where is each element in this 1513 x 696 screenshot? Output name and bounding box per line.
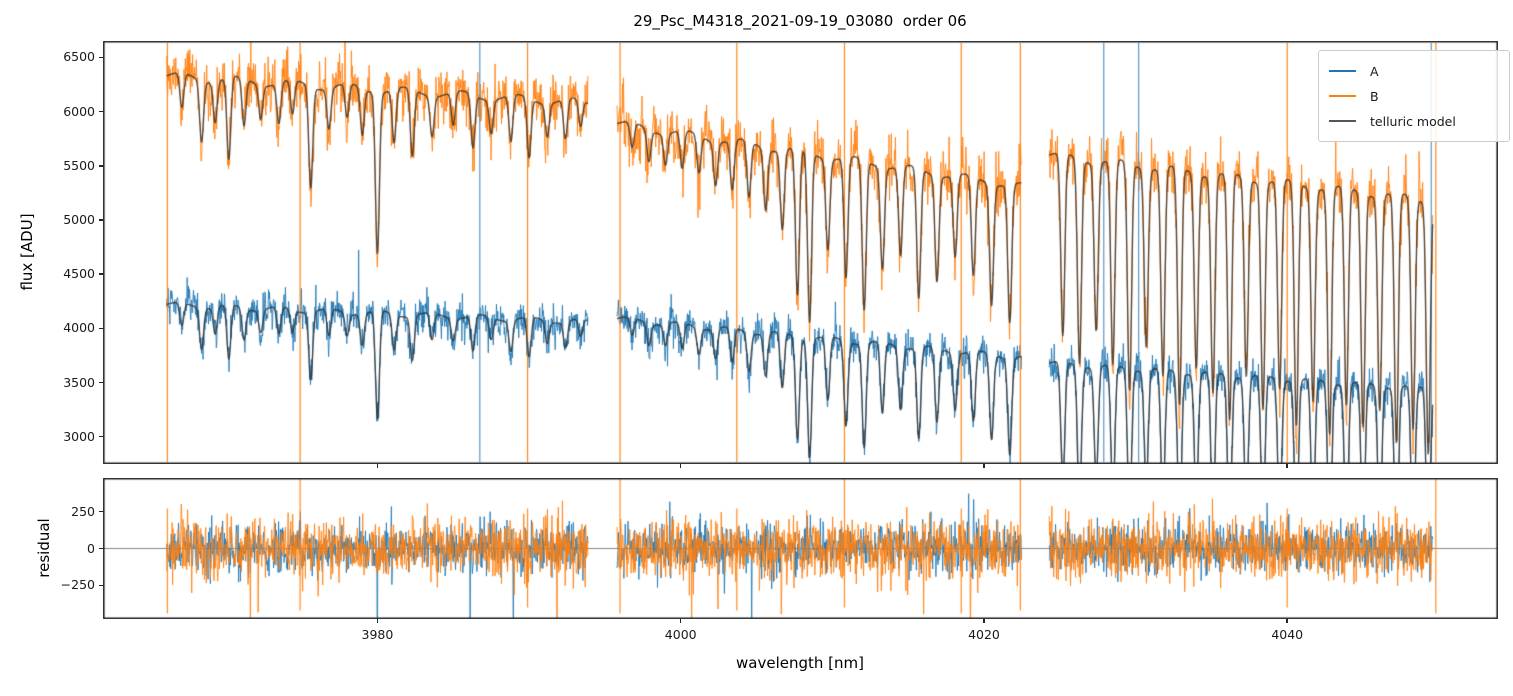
x-tick-label: 4020 — [968, 627, 1000, 642]
residual-panel — [103, 478, 1498, 619]
x-tick-mark — [1286, 464, 1288, 468]
flux-y-axis-label: flux [ADU] — [18, 213, 36, 291]
y-tick-mark — [99, 547, 103, 550]
legend-item-b: B — [1329, 84, 1499, 108]
x-tick-mark — [679, 464, 682, 468]
y-tick-mark — [99, 510, 103, 513]
legend-label-b: B — [1370, 88, 1379, 104]
y-tick-label: 5000 — [63, 211, 95, 227]
y-tick-label: 5500 — [63, 157, 95, 173]
y-tick-mark — [99, 584, 103, 587]
x-axis-label: wavelength [nm] — [736, 654, 864, 672]
y-tick-label: 250 — [71, 503, 95, 519]
y-tick-label: −250 — [60, 577, 95, 593]
y-tick-mark — [99, 219, 103, 221]
telluric-model-line-swatch — [1329, 120, 1356, 122]
y-tick-label: 3000 — [63, 428, 95, 444]
y-tick-mark — [99, 327, 103, 330]
y-tick-label: 3500 — [63, 374, 95, 390]
series-b-line-swatch — [1329, 95, 1356, 97]
residual-plot-canvas — [103, 478, 1498, 619]
legend-label-telluric: telluric model — [1370, 113, 1456, 129]
x-tick-mark — [679, 619, 682, 623]
x-tick-label: 4000 — [664, 627, 697, 642]
series-a-line-swatch — [1329, 70, 1356, 72]
y-tick-mark — [99, 110, 103, 113]
chart-title: 29_Psc_M4318_2021-09-19_03080 order 06 — [633, 12, 967, 30]
x-tick-mark — [376, 619, 379, 623]
x-tick-label: 3980 — [361, 627, 394, 642]
y-tick-mark — [99, 56, 103, 59]
y-tick-label: 6500 — [63, 49, 95, 65]
x-tick-mark — [376, 464, 379, 468]
x-tick-mark — [1286, 619, 1288, 623]
flux-panel — [103, 41, 1498, 464]
legend-label-a: A — [1370, 63, 1379, 79]
y-tick-mark — [99, 165, 103, 167]
flux-plot-canvas — [103, 41, 1498, 464]
x-tick-mark — [983, 619, 985, 623]
legend: A B telluric model — [1318, 50, 1510, 142]
y-tick-mark — [99, 273, 103, 275]
legend-item-a: A — [1329, 59, 1499, 83]
y-tick-mark — [99, 435, 103, 438]
y-tick-mark — [99, 381, 103, 384]
x-tick-mark — [983, 464, 985, 468]
legend-item-telluric: telluric model — [1329, 109, 1499, 133]
x-tick-label: 4040 — [1271, 627, 1304, 642]
y-tick-label: 6000 — [63, 103, 95, 119]
y-tick-label: 4000 — [63, 320, 95, 336]
y-tick-label: 4500 — [63, 266, 95, 282]
y-tick-label: 0 — [87, 540, 95, 556]
